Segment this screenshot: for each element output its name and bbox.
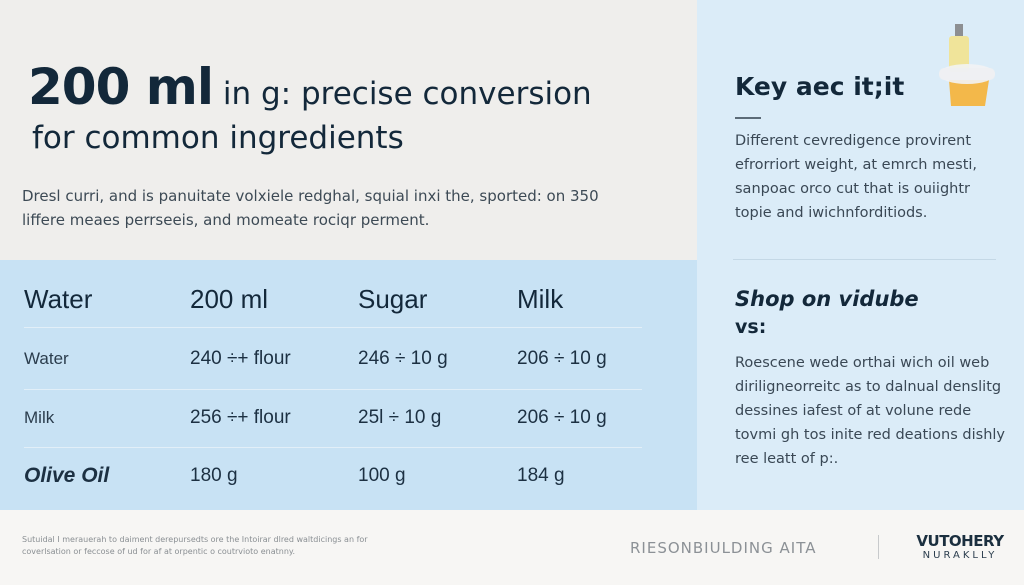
table-header: Sugar: [358, 284, 428, 314]
row-label: Milk: [24, 408, 55, 427]
footer: [0, 510, 1024, 585]
divider: [24, 447, 642, 448]
page-subtitle: for common ingredients: [32, 120, 404, 156]
oil-bottle-icon: [939, 24, 995, 106]
table-header: 200 ml: [190, 284, 269, 314]
footer-divider: [878, 535, 879, 559]
table-cell: 180 g: [190, 465, 238, 486]
table-cell: 100 g: [358, 465, 406, 486]
footer-brand-text: RIESONBIULDING AITA: [630, 539, 817, 557]
divider: [24, 389, 642, 390]
title-rest: in g: precise conversion: [213, 76, 592, 112]
shop-subheading: vs:: [735, 316, 767, 338]
table-header: Milk: [517, 284, 564, 314]
footer-note: Sutuidal I merauerah to daiment derepurs…: [22, 535, 368, 556]
page-title: 200 ml in g: precise conversion: [28, 58, 592, 116]
key-heading: Key aec it;it: [735, 72, 905, 101]
row-label: Olive Oil: [24, 464, 110, 487]
table-cell: 25l ÷ 10 g: [358, 407, 442, 428]
table-cell: 246 ÷ 10 g: [358, 348, 448, 369]
table-cell: 240 ÷+ flour: [190, 348, 291, 369]
footer-logo: VUTOHERY NURAKLLY: [912, 532, 1008, 561]
intro-text: Dresl curri, and is panuitate volxiele r…: [22, 187, 599, 229]
row-label: Water: [24, 349, 69, 368]
logo-top: VUTOHERY: [916, 532, 1004, 550]
table-header: Water: [24, 284, 93, 314]
divider: [24, 327, 642, 328]
table-cell: 206 ÷ 10 g: [517, 407, 607, 428]
divider: [733, 259, 996, 260]
heading-rule: [735, 117, 761, 119]
conversion-table-panel: [0, 260, 697, 510]
title-amount: 200 ml: [28, 58, 214, 116]
header-panel: [0, 0, 697, 260]
shop-heading: Shop on vidube: [735, 287, 919, 311]
table-cell: 184 g: [517, 465, 565, 486]
logo-bottom: NURAKLLY: [922, 550, 998, 561]
key-text: Different cevredigence provirent efrorri…: [735, 133, 978, 221]
shop-text: Roescene wede orthai wich oil web dirili…: [735, 355, 1005, 467]
table-cell: 206 ÷ 10 g: [517, 348, 607, 369]
table-cell: 256 ÷+ flour: [190, 407, 291, 428]
